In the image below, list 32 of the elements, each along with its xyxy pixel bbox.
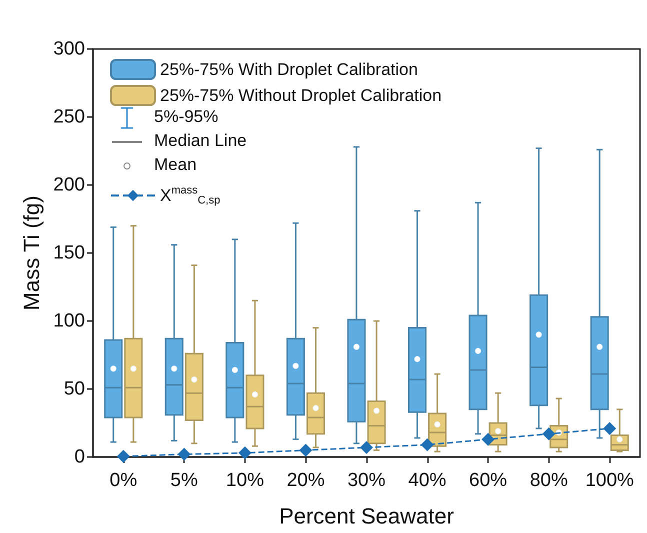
x-tick-label: 40% <box>408 470 446 491</box>
x-tick-label: 10% <box>226 470 264 491</box>
x-tick-label: 100% <box>585 470 634 491</box>
point <box>238 446 252 460</box>
x-tick-label: 5% <box>170 470 198 491</box>
x-tick-label: 60% <box>469 470 508 491</box>
y-axis-title: Mass Ti (fg) <box>18 196 44 310</box>
y-tick-label: 50 <box>64 378 85 400</box>
y-tick-label: 0 <box>74 446 85 468</box>
y-tick-label: 250 <box>53 106 85 128</box>
point <box>116 450 130 463</box>
legend-label: 25%-75% With Droplet Calibration <box>160 60 418 79</box>
point <box>299 444 312 457</box>
point <box>178 448 191 461</box>
y-tick-label: 300 <box>53 38 85 60</box>
annotation: Median Line <box>154 131 247 150</box>
x-tick-label: 0% <box>110 470 138 491</box>
point <box>360 440 373 454</box>
point <box>542 427 556 440</box>
legend-label: 25%-75% Without Droplet Calibration <box>160 86 442 105</box>
x-axis-title: Percent Seawater <box>279 504 454 528</box>
x-tick-label: 30% <box>347 470 386 491</box>
point <box>420 438 434 452</box>
point <box>482 432 495 446</box>
y-tick-label: 100 <box>53 310 85 332</box>
point <box>603 422 616 435</box>
y-tick-label: 200 <box>53 174 85 196</box>
annotation: 5%-95% <box>154 107 218 126</box>
x-tick-label: 80% <box>530 470 568 491</box>
y-tick-label: 150 <box>53 242 85 264</box>
x-tick-label: 20% <box>286 470 325 491</box>
annotation: Mean <box>154 155 197 174</box>
